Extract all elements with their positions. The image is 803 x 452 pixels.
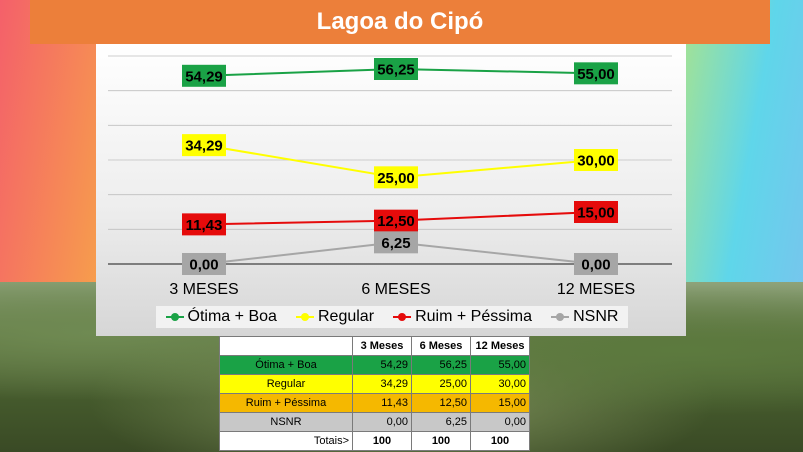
data-label-box — [182, 213, 226, 236]
title-bar: Lagoa do Cipó — [30, 0, 770, 44]
table-cell: 0,00 — [470, 412, 530, 432]
table-cell: 34,29 — [352, 374, 412, 394]
data-label-box — [374, 231, 418, 254]
data-label-box — [182, 134, 226, 157]
data-label: 0,00 — [189, 257, 218, 274]
data-label: 54,29 — [185, 68, 223, 85]
table-header-cell: 3 Meses — [352, 336, 412, 356]
table-cell: 25,00 — [411, 374, 471, 394]
summary-table: 3 Meses 6 Meses 12 Meses Ótima + Boa 54,2… — [219, 336, 530, 451]
table-cell: 30,00 — [470, 374, 530, 394]
data-label-box — [182, 64, 226, 87]
table-row-label: Ruim + Péssima — [219, 393, 353, 413]
table-header-cell: 6 Meses — [411, 336, 471, 356]
data-label-box — [574, 62, 618, 85]
table-cell: 0,00 — [352, 412, 412, 432]
table-row-label: Ótima + Boa — [219, 355, 353, 375]
chart-legend: Ótima + Boa Regular Ruim + Péssima NSNR — [156, 306, 628, 328]
legend-swatch-icon — [165, 312, 184, 322]
table-totals-label: Totais> — [219, 431, 353, 451]
table-cell: 15,00 — [470, 393, 530, 413]
data-label: 11,43 — [186, 217, 223, 234]
data-label-box — [374, 58, 418, 80]
data-label-box — [374, 209, 418, 232]
table-totals-row: Totais> 100 100 100 — [219, 431, 530, 451]
legend-item: Ótima + Boa — [165, 308, 277, 326]
line-chart: 3 MESES 6 MESES 12 MESES 54,29 56,25 55,00 34,… — [96, 44, 686, 336]
table-row: Ruim + Péssima 11,43 12,50 15,00 — [219, 393, 530, 413]
table-row-label: Regular — [219, 374, 353, 394]
legend-label: NSNR — [573, 308, 619, 325]
data-label-box — [574, 253, 618, 275]
table-header-cell: 12 Meses — [470, 336, 530, 356]
data-label: 12,50 — [377, 213, 415, 230]
table-cell: 11,43 — [352, 393, 412, 413]
table-cell: 54,29 — [352, 355, 412, 375]
legend-item: NSNR — [551, 308, 618, 326]
table-row: Ótima + Boa 54,29 56,25 55,00 — [219, 355, 530, 375]
page-title: Lagoa do Cipó — [316, 8, 484, 35]
data-label-box — [574, 149, 618, 171]
table-total-cell: 100 — [411, 431, 471, 451]
legend-label: Regular — [317, 308, 375, 325]
data-label-box — [374, 166, 418, 189]
legend-swatch-icon — [393, 312, 412, 322]
data-label: 0,00 — [581, 257, 610, 274]
x-tick-label: 3 MESES — [169, 281, 238, 298]
table-cell: 55,00 — [470, 355, 530, 375]
table-cell: 6,25 — [411, 412, 471, 432]
table-total-cell: 100 — [470, 431, 530, 451]
data-label: 55,00 — [577, 66, 615, 83]
table-cell: 12,50 — [411, 393, 471, 413]
table-header-cell — [219, 336, 353, 356]
data-label: 25,00 — [377, 170, 415, 187]
table-cell: 56,25 — [411, 355, 471, 375]
data-label: 6,25 — [381, 235, 410, 252]
data-label: 30,00 — [577, 153, 615, 170]
table-row-label: NSNR — [219, 412, 353, 432]
data-label-box — [574, 201, 618, 223]
legend-item: Regular — [295, 308, 375, 326]
x-tick-label: 6 MESES — [361, 281, 430, 298]
table-row: NSNR 0,00 6,25 0,00 — [219, 412, 530, 432]
table-total-cell: 100 — [352, 431, 412, 451]
table-row: Regular 34,29 25,00 30,00 — [219, 374, 530, 394]
data-label: 15,00 — [577, 205, 615, 222]
legend-item: Ruim + Péssima — [393, 308, 532, 326]
data-label: 34,29 — [185, 138, 223, 155]
legend-swatch-icon — [551, 312, 570, 322]
data-label-box — [182, 253, 226, 275]
legend-label: Ótima + Boa — [187, 308, 277, 325]
legend-swatch-icon — [295, 312, 314, 322]
legend-label: Ruim + Péssima — [415, 308, 533, 325]
table-header-row: 3 Meses 6 Meses 12 Meses — [219, 336, 530, 356]
data-label: 56,25 — [377, 62, 415, 79]
x-tick-label: 12 MESES — [557, 281, 635, 298]
chart-plot: 3 MESES 6 MESES 12 MESES 54,29 56,25 55,00 34,… — [108, 55, 672, 298]
